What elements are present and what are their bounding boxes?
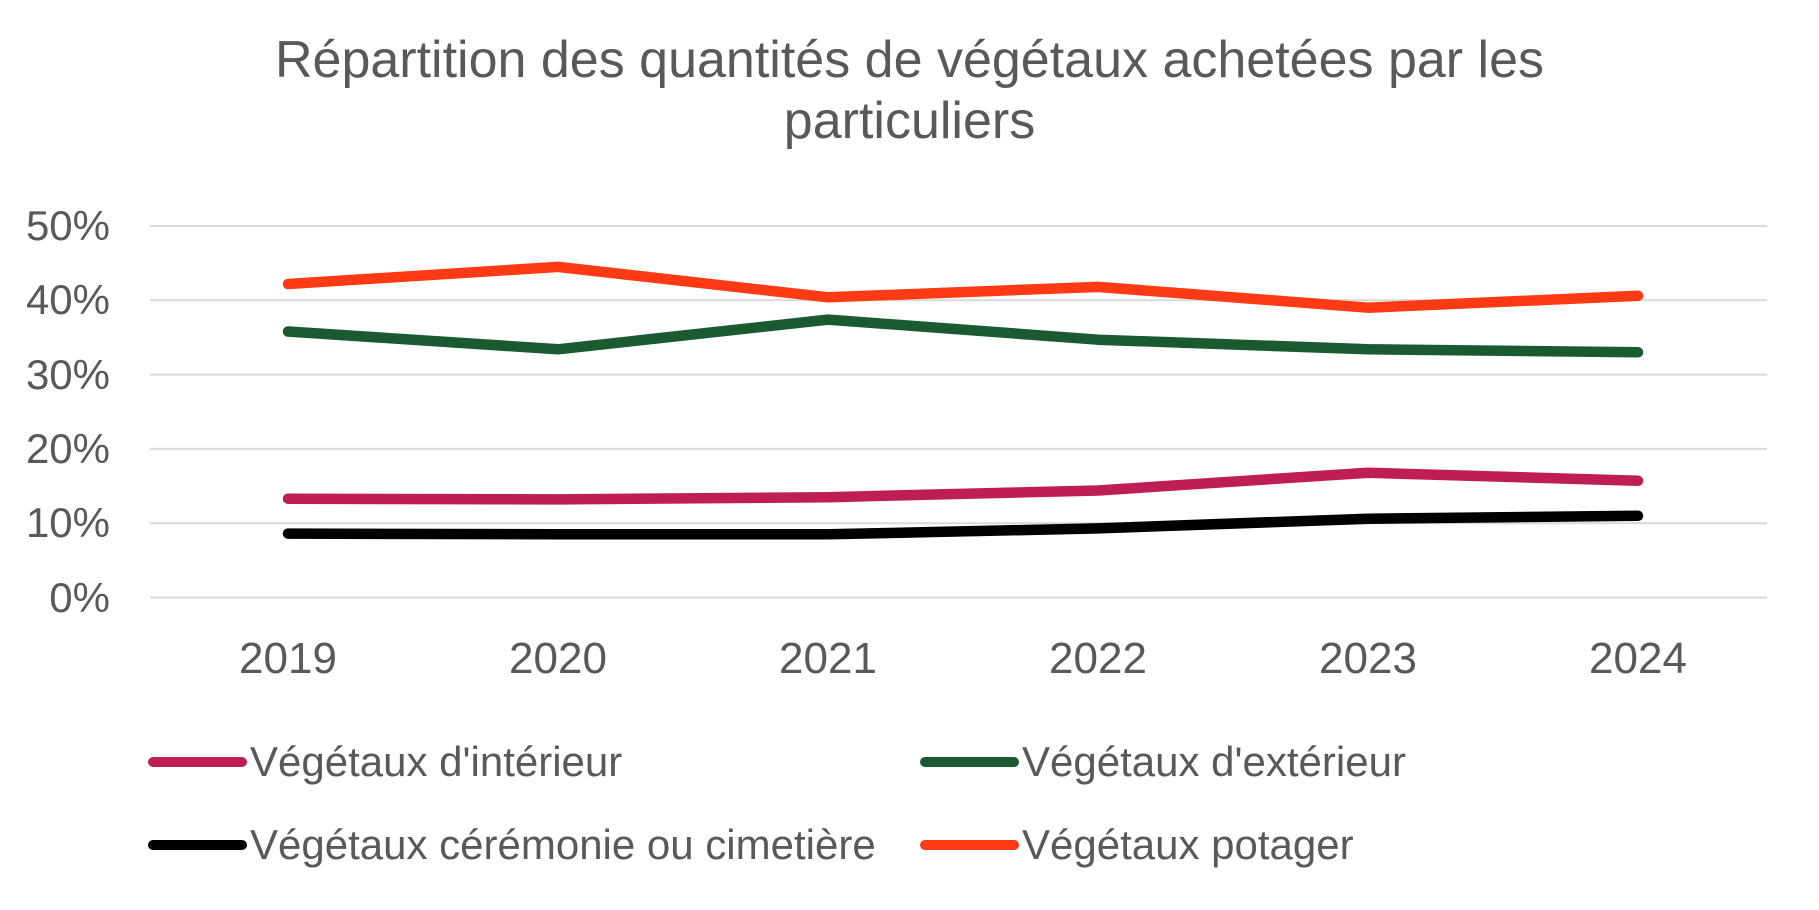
y-axis-tick-label: 50% xyxy=(25,202,110,249)
legend-item: Végétaux d'extérieur xyxy=(920,732,1406,792)
x-axis-tick-label: 2024 xyxy=(1589,634,1687,683)
y-axis-tick-label: 30% xyxy=(25,350,110,398)
legend-item: Végétaux cérémonie ou cimetière xyxy=(148,815,876,875)
y-axis-tick-label: 10% xyxy=(25,499,110,547)
legend-color-swatch xyxy=(148,757,247,767)
legend-item: Végétaux potager xyxy=(920,815,1354,875)
legend-label: Végétaux cérémonie ou cimetière xyxy=(250,821,876,868)
x-axis-tick-label: 2019 xyxy=(239,634,337,683)
chart-title: Répartition des quantités de végétaux ac… xyxy=(274,31,1545,151)
legend-label: Végétaux d'extérieur xyxy=(1022,738,1406,785)
y-axis-tick-label: 20% xyxy=(25,424,110,472)
series-line-3 xyxy=(282,261,1644,313)
x-axis-tick-label: 2021 xyxy=(779,634,877,683)
series-line-2 xyxy=(282,510,1644,540)
legend-color-swatch xyxy=(920,840,1019,850)
legend-label: Végétaux potager xyxy=(1022,821,1354,868)
legend-color-swatch xyxy=(148,840,247,850)
legend-label: Végétaux d'intérieur xyxy=(250,738,623,785)
x-axis-tick-label: 2023 xyxy=(1319,634,1417,683)
legend-color-swatch xyxy=(920,757,1019,767)
x-axis-tick-label: 2020 xyxy=(509,634,607,683)
series-line-0 xyxy=(282,467,1644,505)
series-line-1 xyxy=(282,314,1644,358)
legend-item: Végétaux d'intérieur xyxy=(148,732,622,792)
y-axis-tick-label: 40% xyxy=(25,276,110,324)
y-axis-tick-label: 0% xyxy=(49,573,110,621)
x-axis-tick-label: 2022 xyxy=(1049,634,1147,683)
